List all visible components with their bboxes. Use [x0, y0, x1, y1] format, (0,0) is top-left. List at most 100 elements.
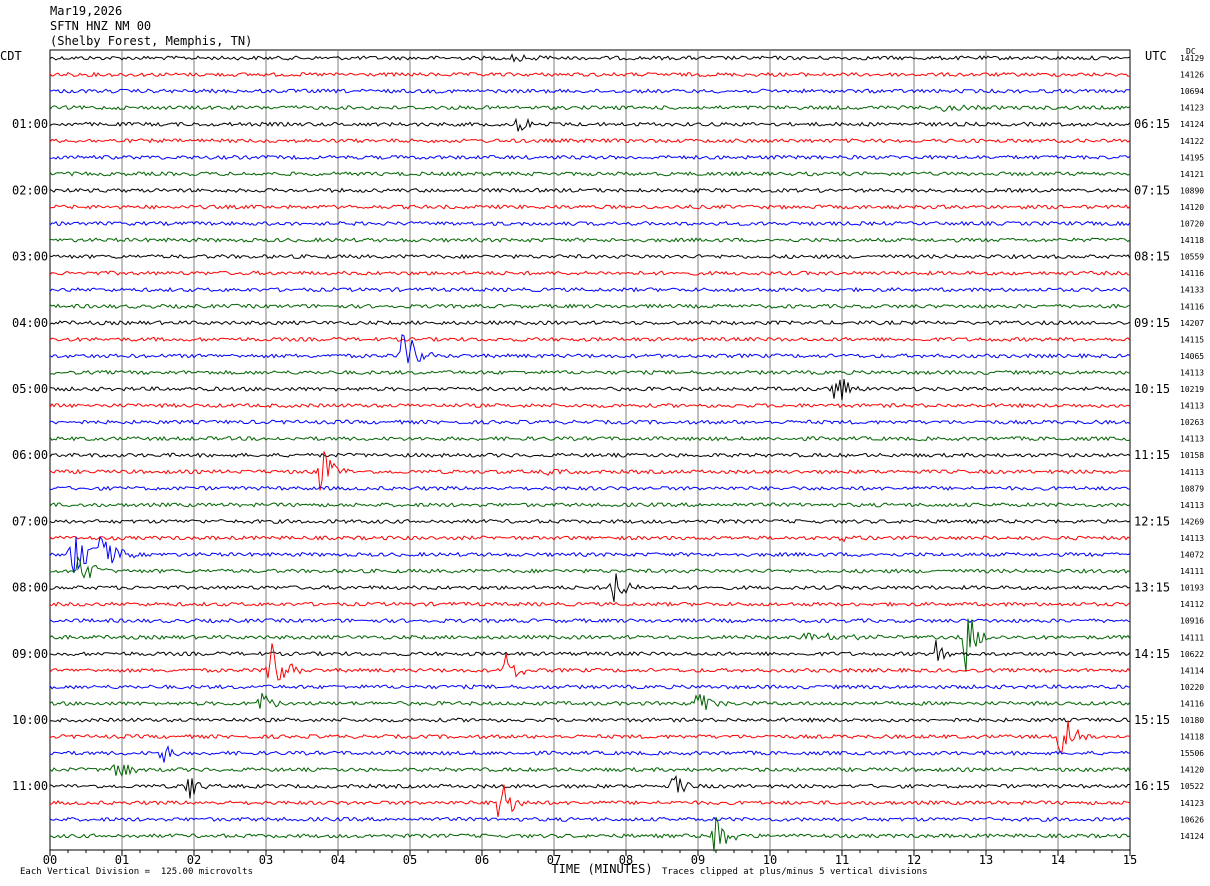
trace-line [49, 816, 1131, 823]
trace-line [49, 573, 1131, 603]
x-tick-label: 10 [763, 853, 777, 867]
x-tick-label: 14 [1051, 853, 1065, 867]
x-tick-label: 04 [331, 853, 345, 867]
dc-offset-label: 14133 [1180, 286, 1204, 295]
right-hour-label: 11:15 [1134, 448, 1170, 462]
dc-offset-label: 10180 [1180, 716, 1204, 725]
x-tick-label: 07 [547, 853, 561, 867]
trace-line [49, 452, 1131, 459]
dc-offset-label: 14114 [1180, 666, 1204, 675]
dc-offset-label: 14113 [1180, 402, 1204, 411]
right-hour-label: 15:15 [1134, 713, 1170, 727]
trace-line [49, 53, 1131, 63]
dc-offset-label: 14124 [1180, 120, 1204, 129]
dc-offset-label: 10879 [1180, 484, 1204, 493]
right-hour-label: 13:15 [1134, 581, 1170, 595]
station-location: (Shelby Forest, Memphis, TN) [50, 34, 253, 48]
dc-offset-label: 14113 [1180, 468, 1204, 477]
dc-offset-label: 14112 [1180, 600, 1204, 609]
trace-line [49, 816, 1131, 852]
dc-offset-label: 14113 [1180, 501, 1204, 510]
trace-line [49, 204, 1131, 210]
dc-offset-label: 14123 [1180, 104, 1204, 113]
left-hour-label: 05:00 [12, 382, 48, 396]
x-tick-label: 11 [835, 853, 849, 867]
trace-line [49, 253, 1131, 260]
x-tick-label: 05 [403, 853, 417, 867]
trace-line [49, 717, 1131, 723]
right-hour-label: 09:15 [1134, 316, 1170, 330]
left-hour-label: 09:00 [12, 647, 48, 661]
trace-line [49, 684, 1131, 690]
left-hour-label: 04:00 [12, 316, 48, 330]
trace-line [49, 720, 1131, 754]
scale-note: Each Vertical Division = 125.00 microvol… [20, 867, 253, 877]
station-code: SFTN HNZ NM 00 [50, 19, 152, 33]
trace-line [49, 336, 1131, 343]
dc-offset-label: 14072 [1180, 551, 1204, 560]
right-hour-label: 10:15 [1134, 382, 1170, 396]
trace-line [49, 286, 1131, 293]
left-hour-label: 07:00 [12, 514, 48, 528]
trace-line [49, 104, 1131, 113]
dc-offset-label: 14113 [1180, 435, 1204, 444]
time-labels: 14129 14126 10694 14123 14124 14122 14195 14121… [12, 54, 1204, 841]
trace-line [49, 601, 1131, 607]
x-tick-label: 01 [115, 853, 129, 867]
trace-line [49, 402, 1131, 409]
dc-offset-label: 14120 [1180, 203, 1204, 212]
x-tick-label: 13 [979, 853, 993, 867]
trace-line [49, 535, 1131, 543]
x-tick-label: 03 [259, 853, 273, 867]
dc-offset-label: 14124 [1180, 832, 1204, 841]
trace-line [49, 138, 1131, 144]
right-timezone-label: UTC [1145, 49, 1167, 63]
dc-label: DC [1186, 47, 1196, 56]
dc-offset-label: 14269 [1180, 517, 1204, 526]
trace-line [49, 502, 1131, 508]
dc-offset-label: 10626 [1180, 815, 1204, 824]
x-axis: 00 01 02 03 04 05 06 07 08 09 10 11 12 13 14 15 [43, 850, 1137, 867]
trace-line [49, 536, 1131, 574]
x-tick-label: 08 [619, 853, 633, 867]
dc-offset-label: 10559 [1180, 253, 1204, 262]
trace-line [49, 369, 1131, 376]
left-hour-label: 10:00 [12, 713, 48, 727]
dc-offset-label: 10220 [1180, 683, 1204, 692]
dc-offset-label: 14111 [1180, 567, 1204, 576]
dc-offset-label: 10720 [1180, 220, 1204, 229]
dc-offset-label: 14129 [1180, 54, 1204, 63]
dc-offset-label: 14113 [1180, 534, 1204, 543]
trace-line [49, 88, 1131, 94]
trace-line [49, 320, 1131, 326]
plot-frame [49, 49, 1131, 851]
x-tick-label: 15 [1123, 853, 1137, 867]
right-hour-label: 14:15 [1134, 647, 1170, 661]
dc-offset-label: 14116 [1180, 699, 1204, 708]
dc-offset-label: 10193 [1180, 584, 1204, 593]
clip-note: Traces clipped at plus/minus 5 vertical … [662, 867, 928, 877]
x-tick-label: 00 [43, 853, 57, 867]
left-hour-label: 08:00 [12, 581, 48, 595]
dc-offset-label: 15506 [1180, 749, 1204, 758]
trace-line [49, 303, 1131, 309]
trace-line [49, 784, 1131, 818]
trace-line [49, 334, 1131, 364]
right-hour-label: 06:15 [1134, 117, 1170, 131]
dc-offset-label: 14111 [1180, 633, 1204, 642]
trace-line [49, 485, 1131, 492]
trace-line [49, 154, 1131, 161]
left-hour-label: 03:00 [12, 250, 48, 264]
dc-offset-label: 14195 [1180, 153, 1204, 162]
x-tick-label: 12 [907, 853, 921, 867]
trace-line [49, 187, 1131, 194]
dc-offset-label: 10263 [1180, 418, 1204, 427]
trace-line [49, 618, 1131, 672]
trace-line [49, 643, 1131, 681]
trace-line [49, 556, 1131, 579]
dc-offset-label: 10622 [1180, 650, 1204, 659]
trace-line [49, 237, 1131, 243]
left-hour-label: 02:00 [12, 183, 48, 197]
dc-offset-label: 10522 [1180, 782, 1204, 791]
trace-line [49, 617, 1131, 624]
